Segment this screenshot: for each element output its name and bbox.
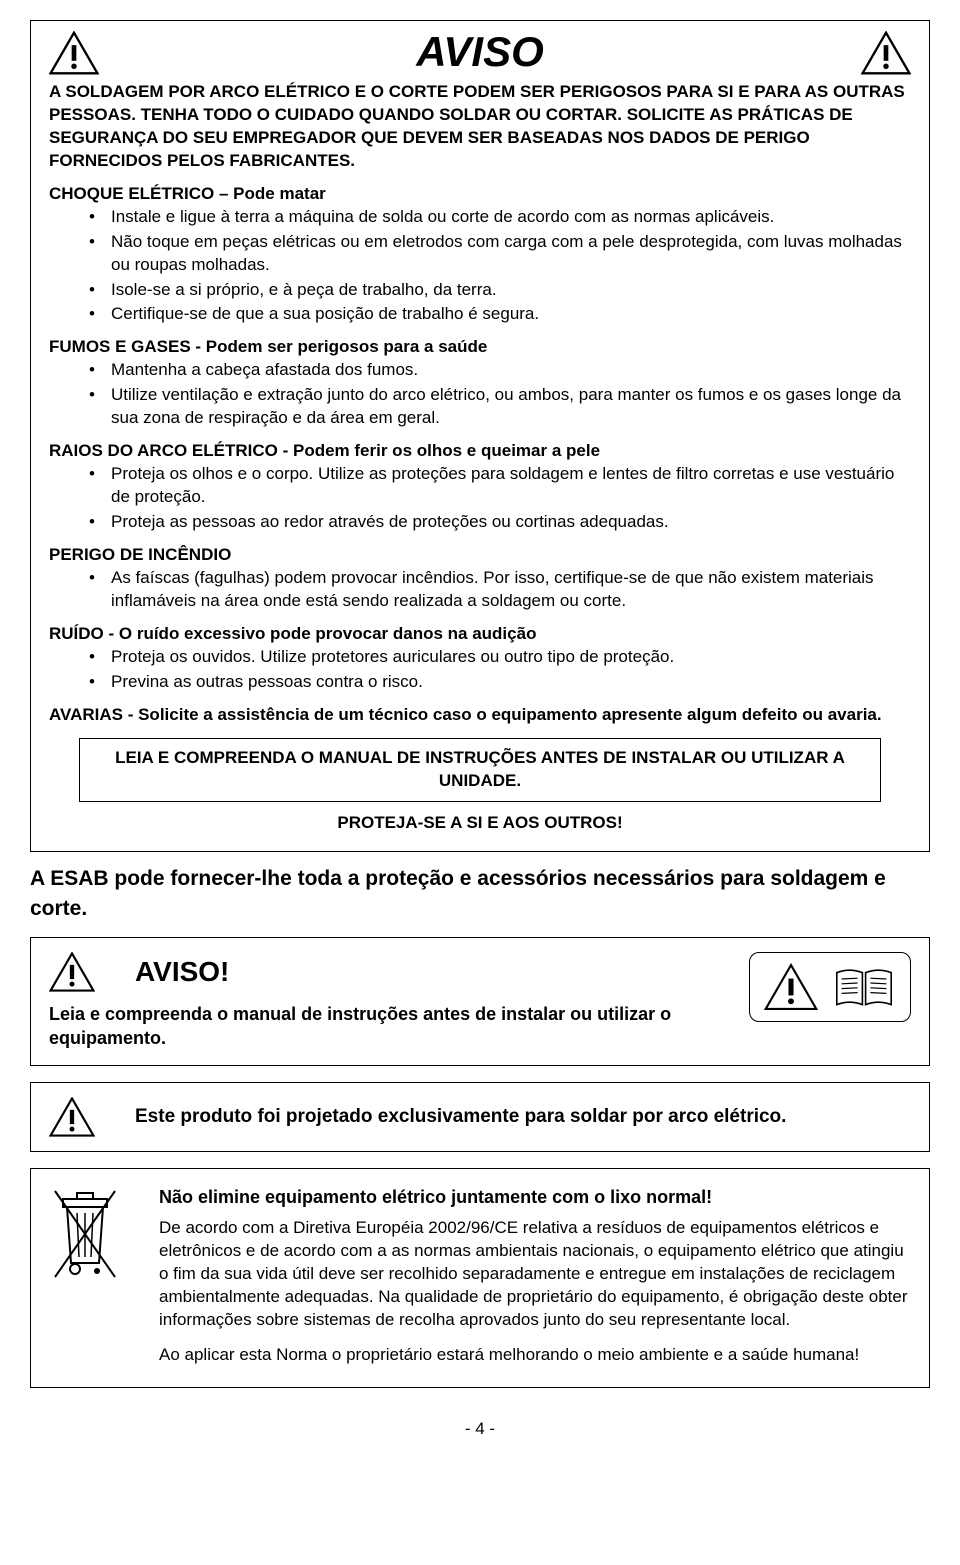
aviso2-text: Leia e compreenda o manual de instruções… bbox=[49, 1002, 729, 1051]
list-item: Não toque em peças elétricas ou em eletr… bbox=[49, 231, 911, 277]
list-item: Proteja as pessoas ao redor através de p… bbox=[49, 511, 911, 534]
weee-bin-icon bbox=[49, 1185, 129, 1285]
section-incendio: PERIGO DE INCÊNDIO As faíscas (fagulhas)… bbox=[49, 544, 911, 613]
section-fumos: FUMOS E GASES - Podem ser perigosos para… bbox=[49, 336, 911, 430]
protect-line: PROTEJA-SE A SI E AOS OUTROS! bbox=[49, 812, 911, 835]
bullet-list: Instale e ligue à terra a máquina de sol… bbox=[49, 206, 911, 327]
weee-title: Não elimine equipamento elétrico juntame… bbox=[159, 1185, 911, 1209]
bullet-list: Mantenha a cabeça afastada dos fumos. Ut… bbox=[49, 359, 911, 430]
weee-content: Não elimine equipamento elétrico juntame… bbox=[159, 1185, 911, 1367]
list-item: Isole-se a si próprio, e à peça de traba… bbox=[49, 279, 911, 302]
pictogram-box bbox=[749, 952, 911, 1022]
header-row: AVISO bbox=[49, 31, 911, 75]
bullet-list: As faíscas (fagulhas) podem provocar inc… bbox=[49, 567, 911, 613]
warning-triangle-icon bbox=[861, 31, 911, 75]
weee-paragraph-1: De acordo com a Diretiva Européia 2002/9… bbox=[159, 1217, 911, 1332]
arc-only-text: Este produto foi projetado exclusivament… bbox=[135, 1104, 911, 1130]
warning-triangle-icon bbox=[49, 31, 99, 75]
list-item: Previna as outras pessoas contra o risco… bbox=[49, 671, 911, 694]
list-item: Proteja os olhos e o corpo. Utilize as p… bbox=[49, 463, 911, 509]
weee-paragraph-2: Ao aplicar esta Norma o proprietário est… bbox=[159, 1344, 911, 1367]
aviso2-title: AVISO! bbox=[135, 953, 229, 991]
aviso2-box: AVISO! Leia e compreenda o manual de ins… bbox=[30, 937, 930, 1066]
warning-triangle-icon bbox=[49, 1097, 95, 1137]
arc-only-box: Este produto foi projetado exclusivament… bbox=[30, 1082, 930, 1152]
main-title: AVISO bbox=[99, 31, 861, 73]
section-title: RUÍDO - O ruído excessivo pode provocar … bbox=[49, 623, 911, 646]
bullet-list: Proteja os olhos e o corpo. Utilize as p… bbox=[49, 463, 911, 534]
section-title: RAIOS DO ARCO ELÉTRICO - Podem ferir os … bbox=[49, 440, 911, 463]
esab-note: A ESAB pode fornecer-lhe toda a proteção… bbox=[30, 864, 930, 923]
list-item: Proteja os ouvidos. Utilize protetores a… bbox=[49, 646, 911, 669]
section-title: AVARIAS - Solicite a assistência de um t… bbox=[49, 704, 911, 727]
list-item: Utilize ventilação e extração junto do a… bbox=[49, 384, 911, 430]
section-ruido: RUÍDO - O ruído excessivo pode provocar … bbox=[49, 623, 911, 694]
section-raios: RAIOS DO ARCO ELÉTRICO - Podem ferir os … bbox=[49, 440, 911, 534]
list-item: Mantenha a cabeça afastada dos fumos. bbox=[49, 359, 911, 382]
inner-callout-box: LEIA E COMPREENDA O MANUAL DE INSTRUÇÕES… bbox=[79, 738, 881, 802]
section-title: PERIGO DE INCÊNDIO bbox=[49, 544, 911, 567]
main-warning-box: AVISO A SOLDAGEM POR ARCO ELÉTRICO E O C… bbox=[30, 20, 930, 852]
aviso2-body: AVISO! Leia e compreenda o manual de ins… bbox=[49, 952, 911, 1051]
weee-box: Não elimine equipamento elétrico juntame… bbox=[30, 1168, 930, 1388]
list-item: Instale e ligue à terra a máquina de sol… bbox=[49, 206, 911, 229]
section-avarias: AVARIAS - Solicite a assistência de um t… bbox=[49, 704, 911, 727]
bullet-list: Proteja os ouvidos. Utilize protetores a… bbox=[49, 646, 911, 694]
open-book-icon bbox=[832, 963, 896, 1011]
list-item: Certifique-se de que a sua posição de tr… bbox=[49, 303, 911, 326]
section-choque: CHOQUE ELÉTRICO – Pode matar Instale e l… bbox=[49, 183, 911, 327]
page-number: - 4 - bbox=[30, 1418, 930, 1441]
list-item: As faíscas (fagulhas) podem provocar inc… bbox=[49, 567, 911, 613]
warning-triangle-icon bbox=[49, 952, 95, 992]
aviso2-head: AVISO! bbox=[49, 952, 729, 992]
section-title: FUMOS E GASES - Podem ser perigosos para… bbox=[49, 336, 911, 359]
warning-triangle-icon bbox=[764, 963, 818, 1011]
section-title: CHOQUE ELÉTRICO – Pode matar bbox=[49, 183, 911, 206]
intro-text: A SOLDAGEM POR ARCO ELÉTRICO E O CORTE P… bbox=[49, 81, 911, 173]
